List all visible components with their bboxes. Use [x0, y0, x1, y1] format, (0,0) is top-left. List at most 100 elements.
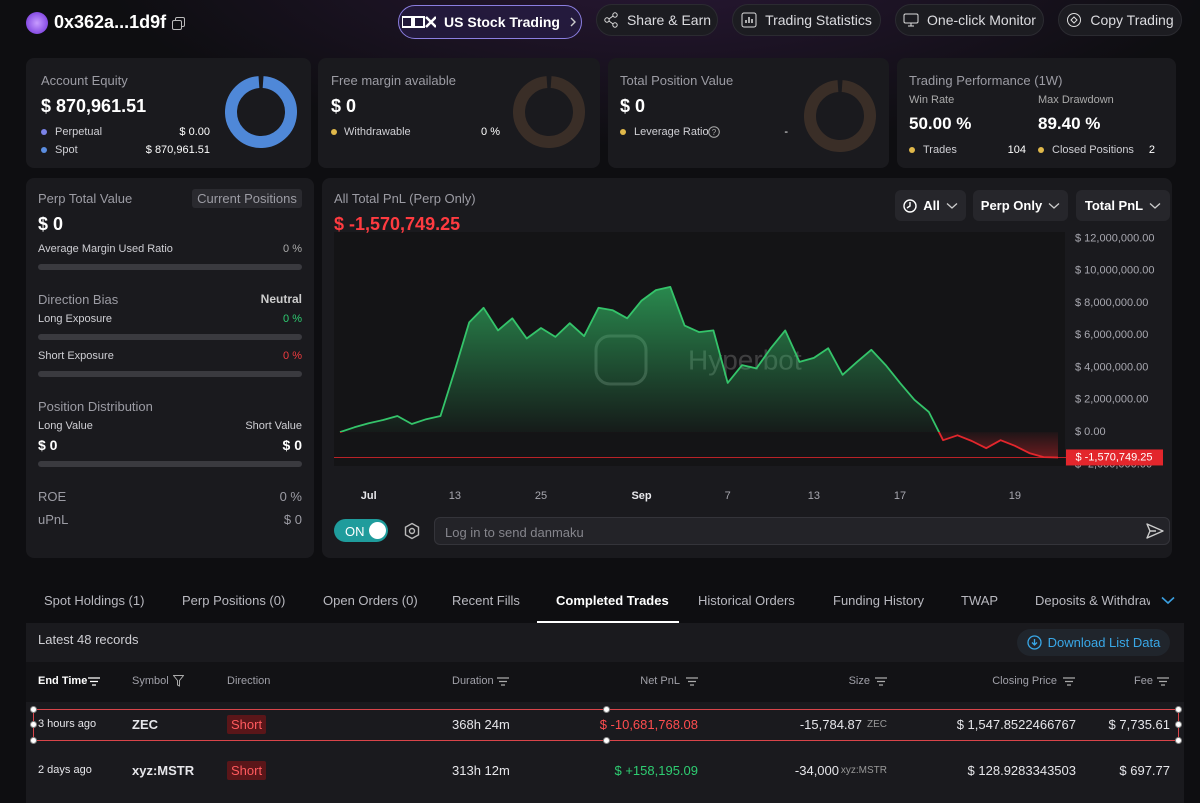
- column-header[interactable]: End Time: [38, 675, 88, 687]
- range-dropdown[interactable]: All: [895, 190, 966, 221]
- cell-time: 2 days ago: [38, 764, 92, 776]
- column-header: Direction: [227, 675, 271, 687]
- cell-symbol[interactable]: ZEC: [132, 717, 158, 732]
- selection-handle[interactable]: [30, 721, 37, 728]
- trades-table: Latest 48 records Download List Data End…: [26, 623, 1184, 803]
- copy-icon[interactable]: [172, 17, 185, 30]
- x-tick-label: 7: [725, 490, 731, 502]
- tab[interactable]: Open Orders (0): [323, 593, 418, 608]
- donut: [225, 76, 297, 148]
- cell-direction: Short: [227, 715, 267, 734]
- row-value: 2: [1148, 144, 1155, 156]
- download-label: Download List Data: [1047, 635, 1161, 650]
- monitor-button[interactable]: One-click Monitor: [895, 4, 1044, 36]
- card-title: Total Position Value: [620, 73, 734, 88]
- tab[interactable]: TWAP: [961, 593, 999, 608]
- svg-text:?: ?: [712, 128, 717, 137]
- metric-value: 0 %: [283, 243, 302, 255]
- performance-card: Trading Performance (1W) Win Rate 50.00 …: [897, 58, 1176, 168]
- tab[interactable]: Recent Fills: [452, 593, 520, 608]
- selection-handle[interactable]: [30, 706, 37, 713]
- button-label: Copy Trading: [1090, 12, 1174, 28]
- sort-icon[interactable]: [1063, 677, 1075, 686]
- cell-fee: $ 7,735.61: [1108, 717, 1170, 732]
- legend-dot: [620, 129, 626, 135]
- info-icon[interactable]: ?: [708, 126, 720, 138]
- metric-value: 0 %: [283, 350, 302, 362]
- chevron: [570, 17, 576, 27]
- perp-panel: Perp Total Value Current Positions $ 0 A…: [26, 178, 314, 558]
- y-tick-label: $ 8,000,000.00: [1075, 297, 1148, 309]
- progress-bar: [38, 461, 302, 467]
- tab[interactable]: Spot Holdings (1): [44, 593, 145, 608]
- selection-handle[interactable]: [1175, 706, 1182, 713]
- settings-icon[interactable]: [403, 522, 421, 540]
- stats-button[interactable]: Trading Statistics: [732, 4, 881, 36]
- pnl-line: [339, 286, 1059, 459]
- card-title: Account Equity: [41, 73, 128, 88]
- tab[interactable]: Completed Trades: [556, 593, 669, 608]
- row-value: 104: [1007, 144, 1026, 156]
- panel-value: $ 0: [38, 214, 64, 234]
- section-title: Position Distribution: [38, 399, 153, 414]
- cell-duration: 368h 24m: [452, 717, 510, 732]
- chevron: [1048, 202, 1060, 209]
- tab[interactable]: Funding History: [833, 593, 925, 608]
- selection-handle[interactable]: [1175, 721, 1182, 728]
- filter-icon[interactable]: [173, 675, 184, 687]
- margin-card: Free margin available $ 0 Withdrawable 0…: [318, 58, 600, 168]
- danmaku-input[interactable]: Log in to send danmaku: [434, 517, 1170, 545]
- selection-handle[interactable]: [603, 706, 610, 713]
- toggle-knob: [369, 522, 386, 539]
- danmaku-toggle[interactable]: ON: [334, 519, 388, 542]
- sort-icon[interactable]: [88, 677, 100, 686]
- sort-icon[interactable]: [497, 677, 509, 686]
- positions-badge[interactable]: Current Positions: [192, 189, 302, 208]
- cell-size-unit: xyz:MSTR: [840, 765, 887, 776]
- sort-icon[interactable]: [875, 677, 887, 686]
- chart-title: All Total PnL (Perp Only): [334, 191, 476, 206]
- metric-label: Short Exposure: [38, 350, 114, 362]
- pnl-chart: Hyperbot $ 12,000,000.00$ 10,000,000.00$…: [334, 232, 1163, 502]
- legend-dot: [1038, 147, 1044, 153]
- copy-trading-button[interactable]: Copy Trading: [1058, 4, 1182, 36]
- metric-dropdown[interactable]: Total PnL: [1076, 190, 1170, 221]
- stat-label: Max Drawdown: [1038, 94, 1114, 106]
- selection-handle[interactable]: [30, 737, 37, 744]
- tab[interactable]: Historical Orders: [698, 593, 795, 608]
- chevron: [1149, 202, 1161, 209]
- sort-icon[interactable]: [1157, 677, 1169, 686]
- stat-label: Win Rate: [909, 94, 955, 106]
- card-value: $ 0: [620, 96, 646, 116]
- metric-value: 0 %: [279, 489, 302, 504]
- send-icon[interactable]: [1145, 522, 1165, 540]
- metric-label: ROE: [38, 489, 67, 504]
- dropdown-label: All: [923, 198, 940, 213]
- cell-symbol[interactable]: xyz:MSTR: [132, 763, 195, 778]
- selection-handle[interactable]: [1175, 737, 1182, 744]
- copy-trading-icon: [1067, 13, 1082, 27]
- tabs-more[interactable]: [1161, 596, 1175, 605]
- scope-dropdown[interactable]: Perp Only: [973, 190, 1068, 221]
- download-button[interactable]: Download List Data: [1017, 629, 1170, 656]
- chart-total: $ -1,570,749.25: [334, 214, 461, 234]
- selection-handle[interactable]: [603, 737, 610, 744]
- records-count: Latest 48 records: [38, 632, 139, 647]
- metric-label: Average Margin Used Ratio: [38, 243, 173, 255]
- progress-bar: [38, 334, 302, 340]
- y-tick-label: $ 0.00: [1075, 426, 1106, 438]
- row-value: $ 870,961.51: [145, 144, 210, 156]
- sort-icon[interactable]: [686, 677, 698, 686]
- section-title: Direction Bias: [38, 292, 119, 307]
- share-button[interactable]: Share & Earn: [596, 4, 718, 36]
- legend-dot: [41, 129, 47, 135]
- metric-label: Short Value: [245, 420, 302, 432]
- tab[interactable]: Perp Positions (0): [182, 593, 286, 608]
- avatar: [26, 12, 48, 34]
- us-stock-button[interactable]: US Stock Trading: [398, 5, 582, 39]
- tab[interactable]: Deposits & Withdraw: [1035, 594, 1150, 607]
- column-header: Closing Price: [992, 675, 1057, 687]
- column-header: Fee: [1134, 675, 1153, 687]
- row-label: Trades: [923, 144, 957, 156]
